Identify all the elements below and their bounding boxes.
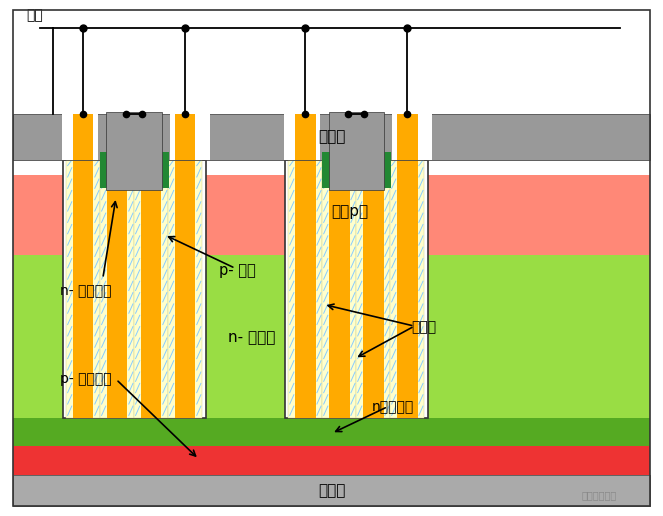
Text: p- 集电极区: p- 集电极区 xyxy=(60,372,111,386)
Bar xyxy=(100,160,134,418)
Bar xyxy=(99,152,126,188)
Bar xyxy=(106,112,162,190)
Bar xyxy=(322,160,357,418)
Bar xyxy=(397,114,418,160)
Bar xyxy=(175,160,196,418)
Bar xyxy=(170,112,210,160)
Bar xyxy=(13,160,650,175)
Bar xyxy=(284,112,320,160)
Bar xyxy=(63,160,206,418)
Bar xyxy=(107,160,127,418)
Text: 艾邦半导体网: 艾邦半导体网 xyxy=(581,490,617,501)
Bar xyxy=(13,475,650,506)
Bar xyxy=(13,418,650,446)
Bar xyxy=(175,114,196,160)
Bar xyxy=(364,152,391,188)
Bar xyxy=(73,114,93,160)
Bar xyxy=(328,112,385,190)
Bar xyxy=(13,255,650,418)
Text: n- 发射极区: n- 发射极区 xyxy=(60,284,111,299)
Bar xyxy=(13,446,650,475)
Text: 集电极: 集电极 xyxy=(318,482,345,498)
Text: 门极: 门极 xyxy=(27,8,43,23)
Text: n- 漂移区: n- 漂移区 xyxy=(228,330,276,346)
Text: 发射极: 发射极 xyxy=(318,129,345,144)
Bar xyxy=(285,160,428,418)
Text: p- 基区: p- 基区 xyxy=(219,263,255,279)
Text: n场截止层: n场截止层 xyxy=(371,400,414,415)
Bar xyxy=(322,152,349,188)
Bar xyxy=(391,160,424,418)
Bar xyxy=(13,114,650,160)
Bar xyxy=(13,175,650,255)
Bar xyxy=(141,160,162,418)
Text: 沟槽栅: 沟槽栅 xyxy=(411,320,436,335)
Bar xyxy=(397,160,418,418)
Bar xyxy=(356,160,391,418)
Bar xyxy=(329,160,349,418)
Bar xyxy=(73,160,93,418)
Bar xyxy=(363,160,383,418)
Bar xyxy=(288,160,322,418)
Bar xyxy=(66,160,100,418)
Text: 浮动p区: 浮动p区 xyxy=(332,204,369,219)
Bar xyxy=(392,112,432,160)
Bar xyxy=(62,112,98,160)
Bar xyxy=(168,160,202,418)
Bar xyxy=(295,114,316,160)
Bar xyxy=(134,160,168,418)
Bar xyxy=(295,160,316,418)
Bar xyxy=(142,152,168,188)
